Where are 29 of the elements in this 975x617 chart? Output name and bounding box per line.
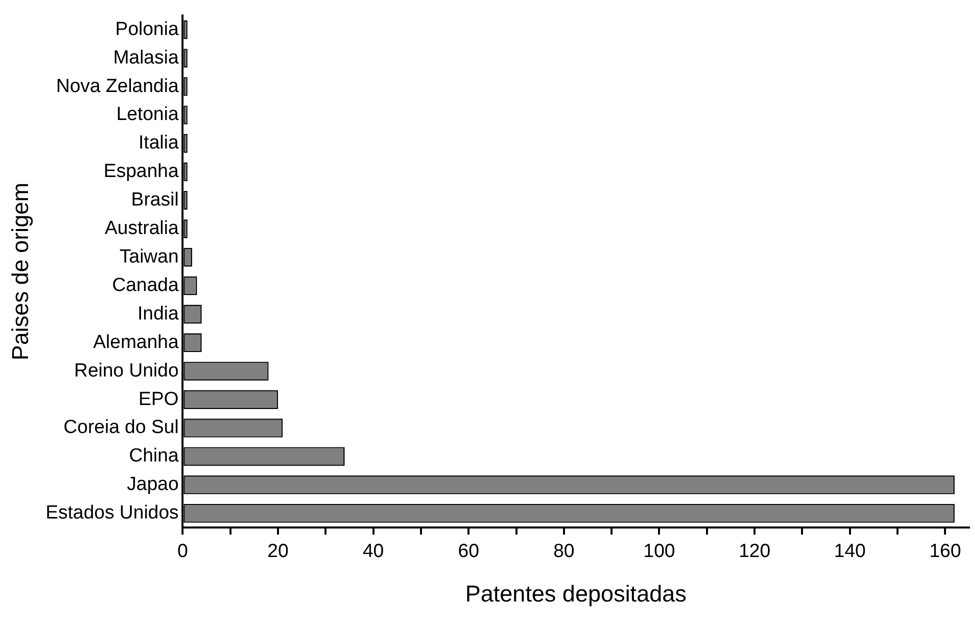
y-tick-label: Nova Zelandia xyxy=(56,76,180,97)
y-tick-label: Reino Unido xyxy=(74,360,179,382)
x-axis-title: Patentes depositadas xyxy=(465,580,686,607)
y-axis-title: Paises de origem xyxy=(7,182,34,360)
y-tick-label: Letonia xyxy=(116,104,180,126)
y-tick-label: Coreia do Sul xyxy=(64,417,179,438)
x-tick-label: 60 xyxy=(458,541,480,562)
y-tick-label: Australia xyxy=(104,218,180,240)
y-tick-label: Japao xyxy=(126,474,179,496)
x-tick-label: 120 xyxy=(738,541,770,562)
y-tick-label: Brasil xyxy=(131,190,179,211)
y-tick-label: Espanha xyxy=(104,161,180,182)
x-tick-label: 140 xyxy=(834,541,866,562)
y-tick-label: Polonia xyxy=(115,18,180,40)
x-tick-label: 160 xyxy=(929,541,962,562)
x-tick-label: 0 xyxy=(177,541,188,562)
y-tick-label: India xyxy=(137,303,180,324)
x-tick-label: 40 xyxy=(362,541,384,562)
y-tick-label: Malasia xyxy=(113,47,180,68)
y-tick-label: Canada xyxy=(112,274,180,296)
y-tick-label: EPO xyxy=(138,388,179,410)
x-tick-label: 100 xyxy=(643,541,676,562)
x-tick-label: 80 xyxy=(553,541,574,562)
y-tick-label: Estados Unidos xyxy=(46,502,179,524)
y-tick-label: Alemanha xyxy=(93,332,180,353)
y-tick-label: Italia xyxy=(138,132,180,154)
y-tick-label: Taiwan xyxy=(120,246,179,268)
x-tick-label: 20 xyxy=(267,541,289,562)
y-tick-label: China xyxy=(129,446,180,467)
